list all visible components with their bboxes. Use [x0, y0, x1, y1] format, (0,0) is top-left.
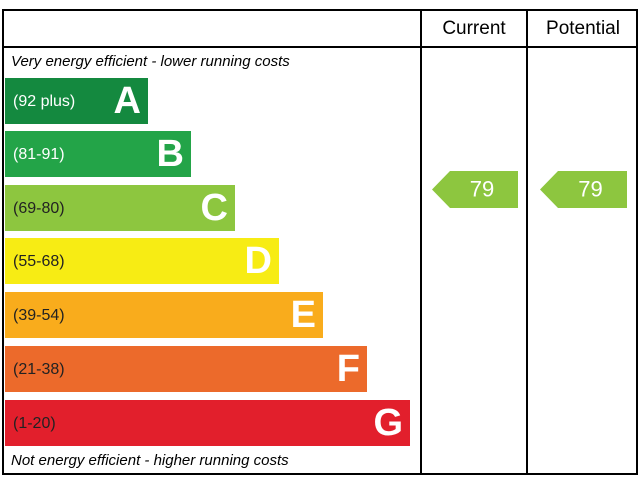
band-letter: A	[114, 80, 141, 122]
band-bar	[5, 292, 323, 338]
band-range: (92 plus)	[13, 93, 75, 110]
band-letter: D	[245, 240, 272, 282]
band-range: (55-68)	[13, 253, 65, 270]
rating-value: 79	[470, 176, 494, 201]
band-letter: E	[291, 294, 316, 336]
band-letter: G	[373, 402, 403, 444]
band-letter: F	[337, 348, 360, 390]
band-bar	[5, 78, 148, 124]
column-header: Potential	[546, 18, 620, 39]
band-letter: B	[157, 133, 184, 175]
column-header: Current	[442, 18, 506, 39]
band-bar	[5, 131, 191, 177]
band-bar	[5, 346, 367, 392]
rating-value: 79	[578, 176, 602, 201]
bottom-note: Not energy efficient - higher running co…	[11, 452, 289, 469]
band-range: (1-20)	[13, 415, 56, 432]
band-bar	[5, 238, 279, 284]
frame	[2, 9, 638, 475]
rating-arrow	[432, 171, 518, 208]
band-range: (81-91)	[13, 146, 65, 163]
band-range: (39-54)	[13, 307, 65, 324]
band-letter: C	[201, 187, 228, 229]
band-range: (21-38)	[13, 361, 65, 378]
top-note: Very energy efficient - lower running co…	[11, 53, 290, 70]
band-bar	[5, 400, 410, 446]
band-bar	[5, 185, 235, 231]
band-range: (69-80)	[13, 200, 65, 217]
rating-arrow	[540, 171, 627, 208]
